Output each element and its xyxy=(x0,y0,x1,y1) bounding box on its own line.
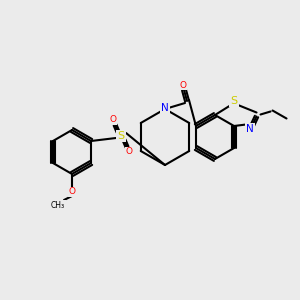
Text: O: O xyxy=(110,116,117,124)
Text: S: S xyxy=(118,131,124,141)
Text: N: N xyxy=(246,124,254,134)
Text: S: S xyxy=(230,96,238,106)
Text: O: O xyxy=(126,148,133,157)
Text: O: O xyxy=(179,80,187,89)
Text: CH₃: CH₃ xyxy=(51,200,65,209)
Text: O: O xyxy=(68,188,76,196)
Text: N: N xyxy=(161,103,169,113)
